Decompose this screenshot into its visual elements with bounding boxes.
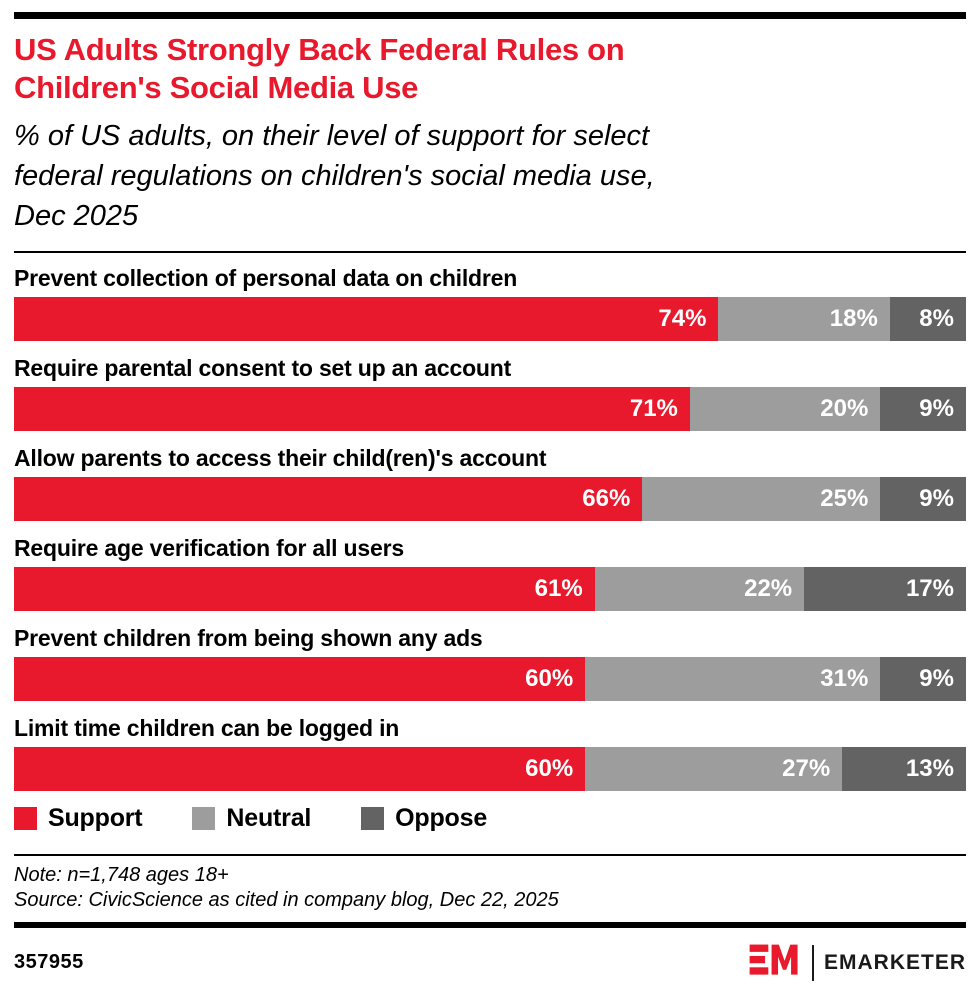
bar-value-label: 60%	[525, 755, 574, 782]
bar-value-label: 20%	[820, 395, 869, 422]
footer: 357955 EMARKETER	[14, 940, 966, 985]
stacked-bar: 61% 22% 17%	[14, 567, 966, 611]
neutral-swatch-icon	[192, 807, 216, 830]
chart-row: Allow parents to access their child(ren)…	[14, 444, 966, 521]
subtitle-line-2: federal regulations on children's social…	[14, 160, 655, 192]
legend-label-support: Support	[48, 804, 143, 832]
support-swatch-icon	[14, 807, 37, 830]
legend-item-neutral: Neutral	[192, 804, 311, 833]
category-label: Limit time children can be logged in	[14, 715, 400, 741]
legend-label-neutral: Neutral	[226, 804, 312, 832]
stacked-bar: 74% 18% 8%	[14, 297, 966, 341]
source-text: Source: CivicScience as cited in company…	[14, 889, 559, 911]
chart-row: Prevent children from being shown any ad…	[14, 624, 966, 701]
category-label: Prevent collection of personal data on c…	[14, 265, 518, 291]
category-label: Require age verification for all users	[14, 535, 404, 561]
category-label: Prevent children from being shown any ad…	[14, 625, 483, 651]
bar-value-label: 74%	[658, 305, 707, 332]
chart-row: Require age verification for all users 61…	[14, 534, 966, 611]
notes-block: Note: n=1,748 ages 18+ Source: CivicScie…	[14, 863, 966, 913]
title-line-1: US Adults Strongly Back Federal Rules on	[14, 32, 625, 67]
bar-segment-neutral: 31%	[585, 657, 881, 701]
brand-lockup: EMARKETER	[748, 940, 966, 985]
stacked-bar: 60% 31% 9%	[14, 657, 966, 701]
brand-name: EMARKETER	[823, 950, 966, 974]
stacked-bar: 66% 25% 9%	[14, 477, 966, 521]
bar-segment-oppose: 9%	[880, 657, 966, 701]
bar-segment-oppose: 9%	[880, 477, 966, 521]
bottom-rule	[14, 922, 966, 928]
top-rule	[14, 12, 966, 19]
bar-segment-oppose: 8%	[889, 297, 966, 341]
bar-value-label: 8%	[919, 305, 954, 332]
subtitle-line-1: % of US adults, on their level of suppor…	[14, 120, 650, 152]
notes-divider	[14, 854, 966, 856]
bar-value-label: 31%	[820, 665, 869, 692]
bar-value-label: 9%	[919, 395, 954, 422]
category-label: Require parental consent to set up an ac…	[14, 355, 512, 381]
bar-value-label: 22%	[744, 575, 793, 602]
chart-subtitle: % of US adults, on their level of suppor…	[14, 116, 966, 236]
page-title: US Adults Strongly Back Federal Rules on…	[14, 31, 966, 107]
chart-row: Limit time children can be logged in 60% 2…	[14, 714, 966, 791]
chart-id: 357955	[14, 951, 84, 973]
chart-legend: Support Neutral Oppose	[14, 804, 966, 833]
bar-segment-neutral: 20%	[689, 387, 881, 431]
bar-value-label: 9%	[919, 485, 954, 512]
legend-item-support: Support	[14, 804, 143, 833]
bar-segment-neutral: 25%	[642, 477, 881, 521]
bar-segment-oppose: 17%	[804, 567, 966, 611]
stacked-bar: 60% 27% 13%	[14, 747, 966, 791]
bar-value-label: 66%	[582, 485, 631, 512]
bar-segment-support: 71%	[14, 387, 690, 431]
chart-row: Prevent collection of personal data on c…	[14, 264, 966, 341]
bar-segment-support: 60%	[14, 747, 586, 791]
emarketer-logo-icon	[748, 940, 800, 985]
bar-value-label: 61%	[534, 575, 583, 602]
bar-segment-oppose: 9%	[880, 387, 966, 431]
bar-segment-support: 60%	[14, 657, 586, 701]
legend-item-oppose: Oppose	[361, 804, 487, 833]
bar-segment-support: 74%	[14, 297, 719, 341]
header-divider	[14, 251, 966, 253]
brand-separator	[811, 944, 814, 981]
legend-label-oppose: Oppose	[395, 804, 488, 832]
oppose-swatch-icon	[361, 807, 385, 830]
bar-value-label: 25%	[820, 485, 869, 512]
chart-row: Require parental consent to set up an ac…	[14, 354, 966, 431]
bar-segment-oppose: 13%	[842, 747, 966, 791]
bar-segment-neutral: 22%	[594, 567, 805, 611]
title-line-2: Children's Social Media Use	[14, 70, 419, 105]
bar-segment-support: 61%	[14, 567, 595, 611]
bar-value-label: 13%	[905, 755, 954, 782]
bar-value-label: 71%	[629, 395, 678, 422]
bar-segment-neutral: 18%	[718, 297, 890, 341]
bar-value-label: 60%	[525, 665, 574, 692]
category-label: Allow parents to access their child(ren)…	[14, 445, 547, 471]
subtitle-line-3: Dec 2025	[14, 200, 139, 232]
stacked-bar-chart: Prevent collection of personal data on c…	[14, 264, 966, 791]
stacked-bar: 71% 20% 9%	[14, 387, 966, 431]
bar-value-label: 18%	[829, 305, 878, 332]
bar-segment-support: 66%	[14, 477, 643, 521]
note-text: Note: n=1,748 ages 18+	[14, 864, 229, 886]
bar-segment-neutral: 27%	[585, 747, 843, 791]
bar-value-label: 9%	[919, 665, 954, 692]
bar-value-label: 17%	[905, 575, 954, 602]
bar-value-label: 27%	[782, 755, 831, 782]
